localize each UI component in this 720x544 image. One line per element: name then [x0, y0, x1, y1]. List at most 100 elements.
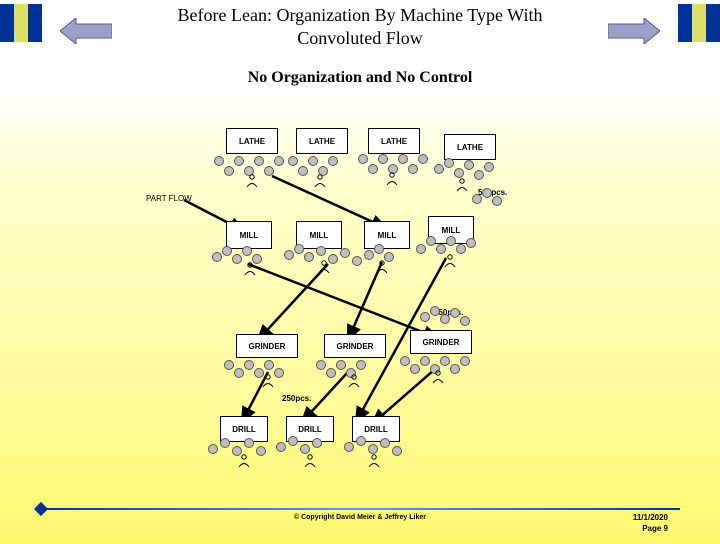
inventory-dot: [242, 246, 252, 256]
inventory-dot: [294, 244, 304, 254]
lathe-box-1: LATHE: [296, 128, 348, 154]
inventory-dot: [316, 246, 326, 256]
inventory-dot: [364, 250, 374, 260]
operator-icon: [456, 178, 468, 192]
inventory-dot: [312, 438, 322, 448]
inventory-dot: [220, 438, 230, 448]
inventory-dot: [276, 442, 286, 452]
inventory-dot: [398, 154, 408, 164]
operator-icon: [262, 374, 274, 388]
inventory-dot: [426, 236, 436, 246]
inventory-dot: [208, 444, 218, 454]
qty-250: 250pcs.: [282, 394, 311, 403]
flow-arrow: [248, 264, 438, 338]
inventory-dot: [244, 438, 254, 448]
inventory-dot: [234, 368, 244, 378]
title-line1: Before Lean: Organization By Machine Typ…: [178, 5, 543, 25]
stripe-left-1: [0, 4, 14, 42]
inventory-dot: [356, 436, 366, 446]
grinder-box-0: GRINDER: [236, 334, 298, 358]
operator-icon: [368, 454, 380, 468]
inventory-dot: [254, 156, 264, 166]
inventory-dot: [368, 164, 378, 174]
operator-icon: [246, 174, 258, 188]
inventory-dot: [474, 170, 484, 180]
flow-diagram: PART FLOW 500pcs. 750pcs. 250pcs. LATHEL…: [176, 116, 536, 496]
nav-prev-icon[interactable]: [60, 18, 112, 44]
operator-icon: [304, 454, 316, 468]
footer-divider: [40, 508, 680, 510]
operator-icon: [244, 262, 256, 276]
inventory-dot: [304, 252, 314, 262]
operator-icon: [348, 374, 360, 388]
slide-footer: © Copyright David Meier & Jeffrey Liker …: [0, 508, 720, 538]
title-line2: Convoluted Flow: [297, 28, 423, 48]
slide-subtitle: No Organization and No Control: [0, 69, 720, 87]
inventory-dot: [460, 356, 470, 366]
inventory-dot: [444, 158, 454, 168]
inventory-dot: [484, 162, 494, 172]
operator-icon: [238, 454, 250, 468]
inventory-dot: [336, 360, 346, 370]
nav-next-icon[interactable]: [608, 18, 660, 44]
inventory-dot: [416, 244, 426, 254]
inventory-dot: [420, 312, 430, 322]
inventory-dot: [326, 368, 336, 378]
inventory-dot: [264, 166, 274, 176]
operator-icon: [376, 260, 388, 274]
inventory-dot: [400, 356, 410, 366]
inventory-dot: [274, 156, 284, 166]
inventory-dot: [492, 196, 502, 206]
inventory-dot: [460, 316, 470, 326]
inventory-dot: [214, 156, 224, 166]
inventory-dot: [244, 360, 254, 370]
inventory-dot: [436, 244, 446, 254]
operator-icon: [432, 370, 444, 384]
copyright-text: © Copyright David Meier & Jeffrey Liker: [0, 514, 720, 521]
lathe-box-3: LATHE: [444, 134, 496, 160]
flow-arrow: [258, 264, 328, 340]
inventory-dot: [308, 156, 318, 166]
stripe-left-3: [28, 4, 42, 42]
inventory-dot: [256, 446, 266, 456]
inventory-dot: [410, 364, 420, 374]
inventory-dot: [430, 306, 440, 316]
stripe-right-3: [678, 4, 692, 42]
inventory-dot: [264, 360, 274, 370]
inventory-dot: [316, 360, 326, 370]
inventory-dot: [440, 314, 450, 324]
inventory-dot: [284, 250, 294, 260]
inventory-dot: [356, 360, 366, 370]
operator-icon: [318, 260, 330, 274]
inventory-dot: [368, 444, 378, 454]
inventory-dot: [482, 188, 492, 198]
inventory-dot: [392, 446, 402, 456]
inventory-dot: [288, 156, 298, 166]
inventory-dot: [472, 194, 482, 204]
inventory-dot: [328, 156, 338, 166]
inventory-dot: [234, 156, 244, 166]
inventory-dot: [420, 356, 430, 366]
inventory-dot: [358, 154, 368, 164]
inventory-dot: [300, 444, 310, 454]
inventory-dot: [434, 164, 444, 174]
operator-icon: [444, 254, 456, 268]
inventory-dot: [464, 160, 474, 170]
inventory-dot: [288, 436, 298, 446]
inventory-dot: [446, 236, 456, 246]
grinder-box-1: GRINDER: [324, 334, 386, 358]
mill-box-0: MILL: [226, 221, 272, 249]
slide-date: 11/1/2020: [633, 513, 668, 522]
stripe-right-2: [692, 4, 706, 42]
mill-box-2: MILL: [364, 221, 410, 249]
inventory-dot: [466, 238, 476, 248]
stripe-right-1: [706, 4, 720, 42]
inventory-dot: [418, 154, 428, 164]
inventory-dot: [456, 244, 466, 254]
inventory-dot: [378, 154, 388, 164]
mill-box-1: MILL: [296, 221, 342, 249]
inventory-dot: [212, 252, 222, 262]
inventory-dot: [298, 166, 308, 176]
inventory-dot: [440, 356, 450, 366]
inventory-dot: [408, 164, 418, 174]
